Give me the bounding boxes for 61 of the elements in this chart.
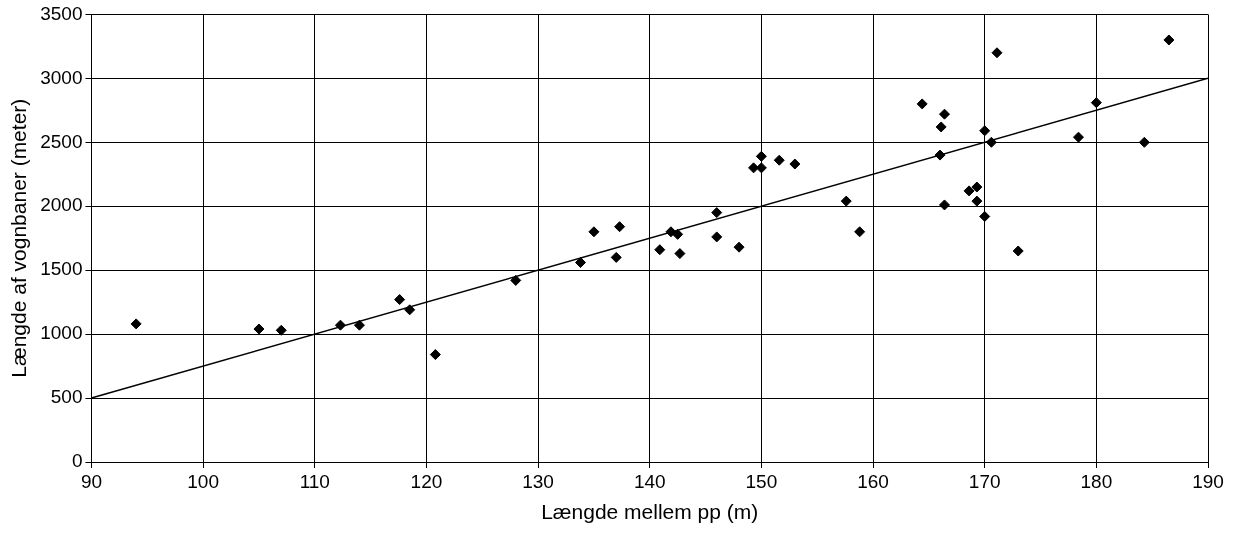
point xyxy=(755,150,767,162)
y-tick-label: 1000 xyxy=(40,322,83,344)
point xyxy=(991,47,1003,59)
x-tick-label: 90 xyxy=(80,470,103,492)
x-tick-label: 100 xyxy=(187,470,219,492)
point xyxy=(610,251,622,263)
y-tick-label: 500 xyxy=(50,386,83,408)
point xyxy=(394,294,406,306)
point xyxy=(575,257,587,268)
y-tick-label: 0 xyxy=(71,450,83,472)
x-tick-label: 180 xyxy=(1080,470,1113,492)
point xyxy=(711,231,723,243)
x-tick-label: 160 xyxy=(857,470,889,492)
point xyxy=(854,226,866,238)
point xyxy=(840,195,852,207)
x-tick-label: 120 xyxy=(410,470,443,492)
point xyxy=(963,185,975,197)
point xyxy=(939,108,950,120)
point xyxy=(971,195,983,207)
point xyxy=(1138,136,1150,148)
point xyxy=(979,210,991,222)
x-tick-label: 130 xyxy=(522,470,554,492)
point xyxy=(614,221,626,233)
point xyxy=(253,323,265,335)
point xyxy=(733,241,745,253)
point xyxy=(939,199,950,211)
x-axis-title: Længde mellem pp (m) xyxy=(541,500,759,524)
point xyxy=(672,228,684,240)
point xyxy=(588,226,600,238)
x-tick-label: 140 xyxy=(633,470,666,492)
point xyxy=(934,149,946,161)
point xyxy=(654,244,666,256)
point xyxy=(935,121,947,133)
point xyxy=(334,319,346,331)
point xyxy=(275,324,287,336)
point xyxy=(1072,131,1084,143)
y-tick-label: 3000 xyxy=(40,66,83,88)
x-tick-label: 150 xyxy=(745,470,778,492)
point xyxy=(979,125,991,137)
point xyxy=(1090,97,1102,109)
point xyxy=(773,154,785,166)
point xyxy=(674,248,686,260)
point xyxy=(711,207,723,219)
y-tick-label: 2500 xyxy=(40,130,83,152)
point xyxy=(510,274,522,286)
point xyxy=(971,181,983,193)
point xyxy=(916,98,928,110)
y-tick-label: 3500 xyxy=(40,2,83,24)
point xyxy=(130,318,142,330)
point xyxy=(1163,34,1175,46)
x-tick-label: 170 xyxy=(968,470,1001,492)
point xyxy=(353,319,365,331)
y-tick-label: 2000 xyxy=(40,194,83,216)
point xyxy=(404,304,416,316)
x-tick-label: 110 xyxy=(299,470,330,492)
y-axis-title: Længde af vognbaner (meter) xyxy=(7,98,31,378)
point xyxy=(1012,245,1024,257)
point xyxy=(429,349,441,361)
x-tick-label: 190 xyxy=(1192,470,1224,492)
point xyxy=(789,158,801,170)
y-tick-label: 1500 xyxy=(40,258,83,280)
